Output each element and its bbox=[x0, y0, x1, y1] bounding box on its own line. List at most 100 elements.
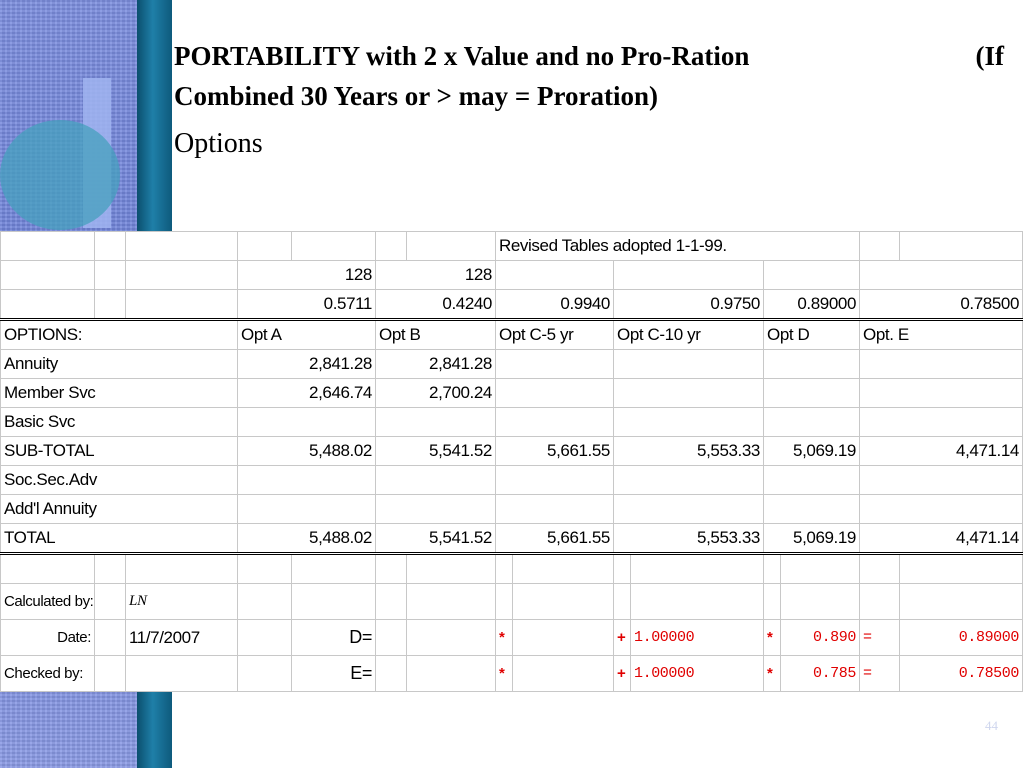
formula-e-equals: = bbox=[859, 655, 900, 692]
factor-opt-b: 0.4240 bbox=[375, 289, 496, 321]
factor-opt-c5: 0.9940 bbox=[495, 289, 614, 321]
title-line-1-main: PORTABILITY with 2 x Value and no Pro-Ra… bbox=[174, 41, 750, 71]
row-label: TOTAL bbox=[0, 523, 238, 555]
title-line-1-tail: (If bbox=[975, 41, 1005, 71]
row-label: Basic Svc bbox=[0, 407, 238, 437]
formula-d-equals: = bbox=[859, 619, 900, 656]
cell-value bbox=[375, 465, 496, 495]
formula-d-result: 0.89000 bbox=[899, 619, 1023, 656]
cell-value bbox=[237, 494, 376, 524]
formula-d-factor: 0.890 bbox=[780, 619, 860, 656]
options-spreadsheet: Revised Tables adopted 1-1-99. 128 128 0… bbox=[0, 231, 1023, 692]
row-label: Soc.Sec.Adv bbox=[0, 465, 238, 495]
date-value: 11/7/2007 bbox=[125, 619, 238, 656]
table-row: Add'l Annuity bbox=[0, 494, 1023, 524]
cell-value bbox=[237, 407, 376, 437]
cell-value bbox=[613, 378, 764, 408]
col-header-opt-e: Opt. E bbox=[859, 319, 1023, 350]
cell-value bbox=[763, 494, 860, 524]
factor-opt-d: 0.89000 bbox=[763, 289, 860, 321]
sheet-row-date: Date: 11/7/2007 D= * + 1.00000 * 0.890 =… bbox=[0, 619, 1023, 656]
cell-value: 5,488.02 bbox=[237, 523, 376, 555]
slide-title: PORTABILITY with 2 x Value and no Pro-Ra… bbox=[174, 36, 1012, 116]
formula-e-result: 0.78500 bbox=[899, 655, 1023, 692]
cell-value: 5,069.19 bbox=[763, 436, 860, 466]
cell-value: 5,553.33 bbox=[613, 523, 764, 555]
sheet-row-header-note: Revised Tables adopted 1-1-99. bbox=[0, 231, 1023, 261]
cell-value bbox=[613, 494, 764, 524]
cell-value: 5,661.55 bbox=[495, 436, 614, 466]
formula-e-label: E= bbox=[291, 655, 376, 692]
cell-value: 5,553.33 bbox=[613, 436, 764, 466]
cell-value: 2,841.28 bbox=[237, 349, 376, 379]
cell-value bbox=[613, 465, 764, 495]
formula-d-plus: + bbox=[613, 619, 631, 656]
formula-d-label: D= bbox=[291, 619, 376, 656]
cell-value bbox=[763, 349, 860, 379]
cell-value bbox=[375, 494, 496, 524]
cell-value: 5,541.52 bbox=[375, 523, 496, 555]
factor-opt-a: 0.5711 bbox=[237, 289, 376, 321]
formula-e-one: 1.00000 bbox=[630, 655, 764, 692]
cell-value: 2,646.74 bbox=[237, 378, 376, 408]
cell-value: 4,471.14 bbox=[859, 436, 1023, 466]
cell-value bbox=[763, 407, 860, 437]
table-row: Soc.Sec.Adv bbox=[0, 465, 1023, 495]
factor-opt-e: 0.78500 bbox=[859, 289, 1023, 321]
cell-value bbox=[763, 465, 860, 495]
sheet-row-spacer bbox=[0, 553, 1023, 584]
table-row-subtotal: SUB-TOTAL 5,488.02 5,541.52 5,661.55 5,5… bbox=[0, 436, 1023, 466]
cell-value bbox=[495, 349, 614, 379]
formula-e-plus: + bbox=[613, 655, 631, 692]
col-header-opt-d: Opt D bbox=[763, 319, 860, 350]
table-row: Annuity 2,841.28 2,841.28 bbox=[0, 349, 1023, 379]
options-label: OPTIONS: bbox=[0, 319, 238, 350]
cell-value bbox=[859, 465, 1023, 495]
cell-value bbox=[237, 465, 376, 495]
factor-opt-c10: 0.9750 bbox=[613, 289, 764, 321]
col-header-opt-c10: Opt C-10 yr bbox=[613, 319, 764, 350]
formula-e-multiply-2: * bbox=[763, 655, 781, 692]
formula-d-multiply: * bbox=[495, 619, 513, 656]
calculated-by-signature: LN bbox=[125, 583, 238, 620]
cell-value: 5,541.52 bbox=[375, 436, 496, 466]
cell-value bbox=[859, 407, 1023, 437]
cell-value bbox=[859, 349, 1023, 379]
sheet-row-calculated-by: Calculated by: LN bbox=[0, 583, 1023, 620]
cell-value bbox=[613, 349, 764, 379]
table-row: Member Svc 2,646.74 2,700.24 bbox=[0, 378, 1023, 408]
cell-value bbox=[859, 494, 1023, 524]
col-header-opt-b: Opt B bbox=[375, 319, 496, 350]
calculated-by-label: Calculated by: bbox=[0, 583, 95, 620]
cell-value bbox=[859, 378, 1023, 408]
row-label: Member Svc bbox=[0, 378, 238, 408]
cell-value bbox=[613, 407, 764, 437]
formula-d-one: 1.00000 bbox=[630, 619, 764, 656]
col-header-opt-a: Opt A bbox=[237, 319, 376, 350]
cell-128-a: 128 bbox=[237, 260, 376, 290]
table-row-total: TOTAL 5,488.02 5,541.52 5,661.55 5,553.3… bbox=[0, 523, 1023, 555]
cell-128-b: 128 bbox=[375, 260, 496, 290]
title-line-2: Combined 30 Years or > may = Proration) bbox=[174, 81, 658, 111]
row-label: SUB-TOTAL bbox=[0, 436, 238, 466]
formula-e-multiply: * bbox=[495, 655, 513, 692]
sheet-row-factors: 0.5711 0.4240 0.9940 0.9750 0.89000 0.78… bbox=[0, 289, 1023, 321]
table-row: Basic Svc bbox=[0, 407, 1023, 437]
cell-value: 2,700.24 bbox=[375, 378, 496, 408]
sheet-row-checked-by: Checked by: E= * + 1.00000 * 0.785 = 0.7… bbox=[0, 655, 1023, 692]
slide-subtitle: Options bbox=[174, 128, 263, 159]
page-number: 44 bbox=[985, 718, 998, 733]
title-line-1: PORTABILITY with 2 x Value and no Pro-Ra… bbox=[174, 36, 1012, 76]
decorative-circle bbox=[0, 120, 120, 230]
cell-value bbox=[495, 378, 614, 408]
formula-d-multiply-2: * bbox=[763, 619, 781, 656]
cell-value bbox=[763, 378, 860, 408]
cell-value: 5,488.02 bbox=[237, 436, 376, 466]
cell-value bbox=[495, 494, 614, 524]
date-label: Date: bbox=[0, 619, 95, 656]
cell-value bbox=[495, 465, 614, 495]
sheet-row-128: 128 128 bbox=[0, 260, 1023, 290]
cell-value: 5,069.19 bbox=[763, 523, 860, 555]
row-label: Add'l Annuity bbox=[0, 494, 238, 524]
revised-tables-note: Revised Tables adopted 1-1-99. bbox=[495, 231, 860, 261]
